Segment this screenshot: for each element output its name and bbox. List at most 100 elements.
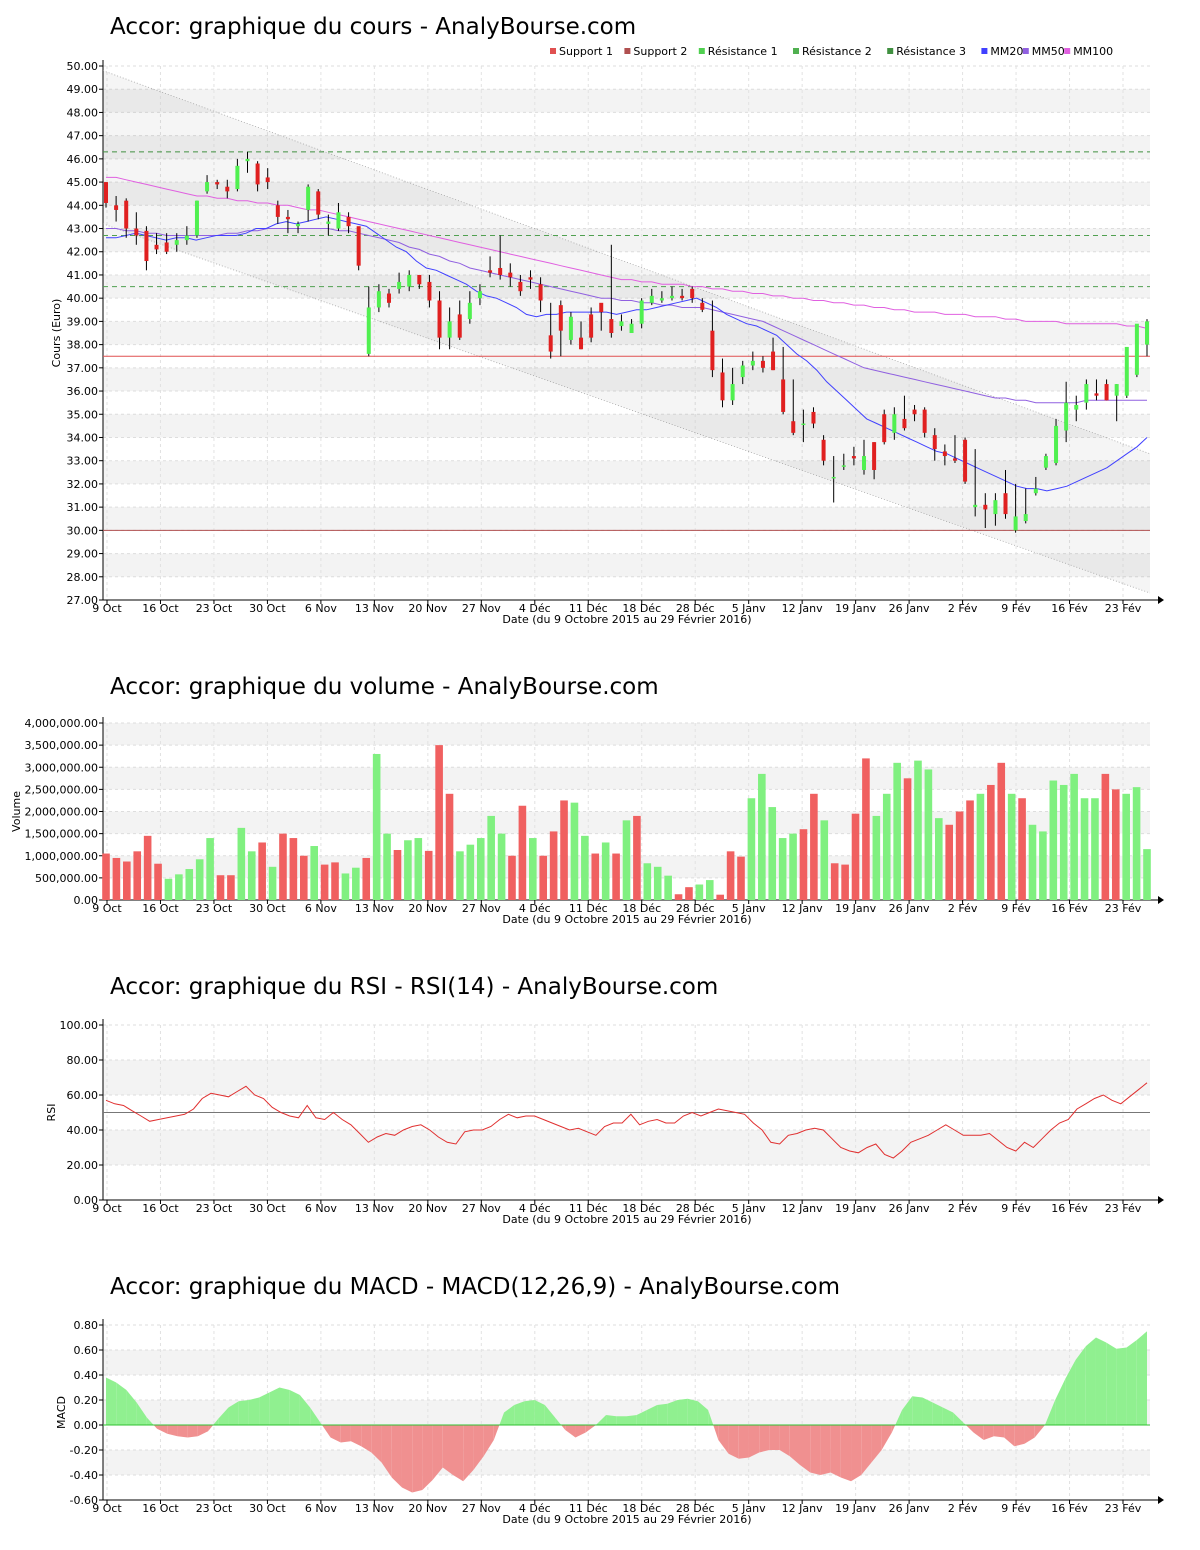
volume-bar: [383, 833, 391, 900]
volume-bar: [1007, 793, 1016, 900]
candle-body: [215, 182, 220, 185]
macd-area-segment: [748, 1425, 760, 1458]
background-band: [103, 723, 1150, 746]
y-tick-label: 44.00: [67, 199, 99, 212]
y-tick-label: 31.00: [67, 501, 99, 514]
candle-body: [184, 235, 189, 241]
candle-body: [760, 360, 765, 368]
volume-bar: [716, 894, 724, 900]
macd-area-segment: [1034, 1425, 1045, 1438]
x-tick-label: 5 Janv: [732, 902, 766, 915]
macd-area-segment: [830, 1425, 841, 1478]
candle-body: [407, 274, 412, 287]
volume-bar: [810, 793, 818, 900]
macd-area-segment: [320, 1422, 323, 1425]
x-tick-label: 5 Janv: [732, 1502, 766, 1515]
background-band: [103, 767, 1150, 790]
candle-body: [619, 321, 624, 327]
volume-bar: [1122, 793, 1130, 900]
volume-bar: [643, 863, 652, 900]
volume-bar: [341, 873, 350, 900]
macd-area-segment: [238, 1400, 249, 1425]
x-tick-label: 2 Fév: [948, 1502, 978, 1515]
macd-area-segment: [299, 1395, 311, 1425]
macd-area-segment: [575, 1425, 586, 1438]
volume-bar: [872, 815, 881, 900]
x-tick-label: 16 Fév: [1051, 1202, 1088, 1215]
y-tick-label: 60.00: [67, 1089, 99, 1102]
x-tick-label: 6 Nov: [305, 602, 337, 615]
legend-swatch: [698, 48, 705, 54]
volume-bar: [123, 861, 131, 900]
macd-area-segment: [1136, 1331, 1147, 1425]
macd-area-segment: [895, 1410, 903, 1425]
candle-body: [538, 284, 543, 301]
macd-area-segment: [371, 1425, 382, 1463]
chart-title: Accor: graphique du cours - AnalyBourse.…: [110, 14, 636, 40]
macd-area-segment: [453, 1425, 464, 1482]
macd-area-segment: [442, 1425, 453, 1475]
candle-body: [952, 458, 957, 461]
background-band: [103, 1450, 1150, 1475]
x-tick-label: 2 Fév: [948, 902, 978, 915]
macd-area-segment: [177, 1425, 188, 1438]
candle-body: [346, 216, 351, 227]
macd-area-segment: [922, 1397, 933, 1425]
x-tick-label: 27 Nov: [462, 1502, 501, 1515]
candle-body: [1124, 346, 1129, 396]
legend-swatch: [793, 48, 799, 54]
macd-area-segment: [412, 1425, 423, 1493]
candle-body: [1013, 516, 1018, 531]
y-tick-label: 3,500,000.00: [25, 739, 98, 752]
candle-body: [326, 221, 331, 224]
background-band: [103, 182, 1150, 206]
candle-body: [821, 439, 826, 461]
macd-area-segment: [779, 1425, 790, 1457]
x-tick-label: 26 Janv: [889, 1502, 930, 1515]
background-band: [103, 414, 1150, 438]
volume-bar: [185, 869, 194, 900]
x-axis-label: Date (du 9 Octobre 2015 au 29 Février 20…: [502, 1513, 751, 1526]
candle-body: [730, 384, 735, 401]
candle-body: [841, 465, 846, 467]
x-tick-label: 6 Nov: [305, 1502, 337, 1515]
candle-body: [285, 216, 290, 220]
macd-area-segment: [713, 1425, 719, 1440]
x-tick-label: 11 Déc: [569, 1502, 608, 1515]
y-tick-label: 500,000.00: [35, 872, 98, 885]
x-tick-label: 16 Oct: [142, 1502, 179, 1515]
candle-body: [225, 186, 230, 192]
x-tick-label: 26 Janv: [889, 902, 930, 915]
y-tick-label: 0.00: [74, 1419, 99, 1432]
y-tick-label: 42.00: [67, 246, 99, 259]
trend-channel: [103, 70, 1150, 594]
macd-area-segment: [851, 1425, 862, 1482]
volume-bar: [882, 793, 891, 900]
macd-area-segment: [544, 1405, 556, 1425]
y-tick-label: 43.00: [67, 223, 99, 236]
y-tick-label: 32.00: [67, 478, 99, 491]
candle-body: [862, 456, 867, 470]
x-tick-label: 12 Janv: [782, 1502, 823, 1515]
y-tick-label: 38.00: [67, 339, 99, 352]
legend-swatch: [550, 48, 556, 54]
volume-bar: [143, 835, 152, 900]
x-tick-label: 28 Déc: [676, 602, 715, 615]
candle-body: [1003, 493, 1008, 515]
x-tick-label: 16 Fév: [1051, 1502, 1088, 1515]
candle-body: [134, 228, 139, 236]
legend-swatch: [887, 48, 894, 54]
y-tick-label: 35.00: [67, 408, 99, 421]
macd-area-segment: [218, 1407, 229, 1425]
candle-body: [579, 337, 584, 350]
y-tick-label: 80.00: [67, 1054, 99, 1067]
macd-area-segment: [322, 1425, 331, 1438]
volume-bar: [1049, 780, 1058, 900]
candle-body: [356, 226, 361, 266]
candle-body: [488, 270, 493, 273]
macd-area-segment: [116, 1382, 127, 1425]
x-tick-label: 19 Janv: [835, 902, 876, 915]
background-band: [103, 135, 1150, 159]
mm20-line: [106, 216, 1148, 492]
volume-bar: [1018, 798, 1026, 900]
